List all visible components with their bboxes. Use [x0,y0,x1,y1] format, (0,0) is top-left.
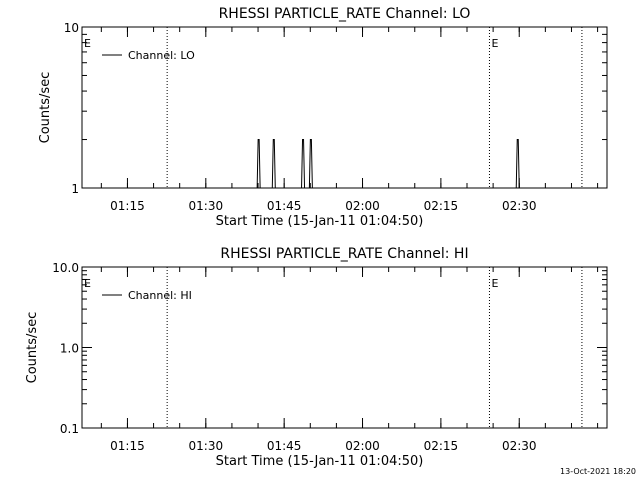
x-tick-label: 02:00 [345,439,380,453]
legend-label: Channel: HI [128,289,192,302]
legend-label: Channel: LO [128,49,195,62]
x-axis-label: Start Time (15-Jan-11 01:04:50) [216,214,424,229]
x-tick-label: 02:00 [345,199,380,213]
generation-timestamp: 13-Oct-2021 18:20 [560,467,636,476]
x-tick-label: 01:45 [267,199,302,213]
x-tick-label: 01:30 [189,439,224,453]
e-flag-label: E [84,37,91,50]
x-tick-label: 01:45 [267,439,302,453]
data-spike [308,139,313,189]
e-flag-label: E [491,37,498,50]
panel-hi: RHESSI PARTICLE_RATE Channel: HI Start T… [25,246,608,469]
y-tick-label: 1.0 [60,342,79,356]
y-tick-label: 0.1 [60,422,79,436]
data-spike [271,139,276,189]
x-tick-label: 02:30 [502,199,537,213]
x-tick-label: 02:30 [502,439,537,453]
e-flag-label: E [84,277,91,290]
e-flag-label: E [491,277,498,290]
y-tick-label: 10.0 [52,261,79,275]
x-tick-label: 01:30 [189,199,224,213]
data-spike [256,139,261,189]
y-axis-label: Counts/sec [38,72,53,144]
y-tick-label: 1 [71,182,79,196]
y-tick-label: 10 [64,21,79,35]
x-tick-label: 02:15 [424,199,459,213]
chart-title: RHESSI PARTICLE_RATE Channel: LO [219,6,471,22]
chart-title: RHESSI PARTICLE_RATE Channel: HI [220,246,468,262]
x-axis-label: Start Time (15-Jan-11 01:04:50) [216,454,424,469]
plot-frame [81,26,608,189]
panel-lo: RHESSI PARTICLE_RATE Channel: LO Start T… [38,6,608,229]
x-tick-label: 01:15 [110,199,145,213]
x-tick-label: 02:15 [424,439,459,453]
data-spike [515,139,520,189]
x-tick-label: 01:15 [110,439,145,453]
y-axis-label: Counts/sec [25,312,40,384]
data-spike [301,139,306,189]
